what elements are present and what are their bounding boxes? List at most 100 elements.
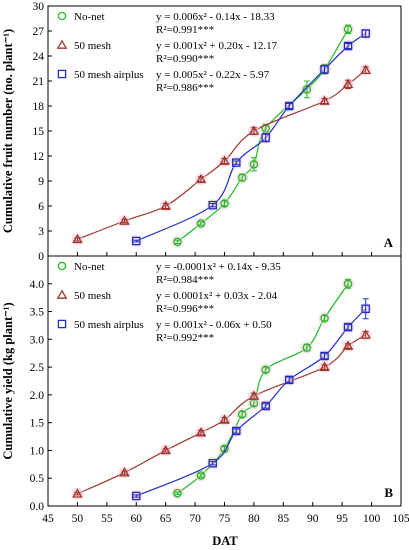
x-axis-title: DAT [212,534,238,548]
legend-label: 50 mesh [74,40,111,52]
data-point [119,467,130,477]
data-point [119,215,130,225]
data-point [219,155,230,165]
legend-marker [57,319,67,329]
panel-label: A [384,235,394,250]
fit-equation: y = 0.005x² - 0.22x - 5.97 [156,69,270,81]
y-tick-label: 6 [38,201,44,213]
x-tick-label: 65 [160,513,172,525]
y-tick-label: 9 [38,176,44,188]
y-axis-title: Cumulative fruit number (no. plant⁻¹) [1,29,15,233]
data-point [195,173,207,184]
legend-label: 50 mesh airplus [74,319,144,331]
panel-b: 0.0 0.5 1.0 1.5 2.0 2.5 3.0 3.5 4.0 Cumulative yi… [1,255,402,513]
fit-equation: y = -0.0001x² + 0.14x - 9.35 [156,261,281,273]
y-tick-label: 24 [33,51,45,63]
data-point [72,488,83,498]
x-tick-label: 85 [278,513,290,525]
data-point [284,101,294,111]
legend-marker [56,39,68,49]
series-no-net: No-net y = 0.006x² - 0.14x - 18.33R²=0.99… [57,11,355,248]
data-point [196,219,206,228]
x-tick-label: 80 [248,513,260,525]
series-50-mesh: 50 mesh y = 0.001x² + 0.20x - 12.17R²=0.9… [56,39,372,246]
legend-marker [57,69,67,79]
data-point [361,29,370,38]
data-point [173,237,182,247]
series-50-mesh: 50 mesh y = 0.0001x² + 0.03x - 2.04 R²=0.9… [56,289,372,500]
data-point [343,41,353,51]
data-point [248,390,260,400]
data-point [343,25,353,34]
legend-marker [57,261,67,271]
y-tick-label: 30 [33,1,45,13]
x-tick-label: 90 [307,513,319,525]
data-point [131,491,141,501]
data-point [208,200,217,210]
fit-r-squared: R²=0.990*** [156,53,214,65]
legend-marker [56,289,68,299]
data-point [195,427,207,437]
panel-label: B [384,485,393,500]
data-point [220,199,229,208]
fit-r-squared: R²=0.984*** [156,274,214,286]
y-tick-label: 12 [33,151,45,163]
y-tick-label: 0.5 [30,473,45,485]
x-tick-label: 95 [336,513,348,525]
y-tick-label: 2.0 [30,390,45,402]
y-tick-label: 3 [38,226,44,238]
data-point [237,410,247,419]
x-tick-label: 60 [131,513,143,525]
data-point [196,471,206,480]
data-point [343,279,353,289]
legend-marker [57,11,67,21]
y-tick-label: 21 [33,76,45,88]
y-tick-label: 0 [38,251,44,263]
data-point [360,64,372,75]
x-tick-label: 45 [42,513,54,525]
x-tick-label: 105 [392,513,409,525]
x-tick-label: 70 [189,513,201,525]
fit-r-squared: R²=0.991*** [156,24,214,36]
y-axis-title: Cumulative yield (kg plant⁻¹) [1,302,15,459]
data-point [320,65,329,74]
fit-r-squared: R²=0.986*** [156,82,214,94]
x-tick-label: 75 [219,513,231,525]
data-point [248,125,260,135]
y-tick-label: 15 [33,126,45,138]
data-point [319,361,330,371]
y-tick-label: 2.5 [30,362,45,374]
data-point [237,173,247,182]
fit-equation: y = 0.001x² + 0.20x - 12.17 [156,40,278,52]
data-point [360,329,372,339]
y-tick-label: 27 [33,26,45,38]
legend-label: 50 mesh airplus [74,69,144,81]
data-point [232,158,241,167]
x-axis: 45 50 55 60 65 70 75 80 85 90 95 100 105 [42,513,409,525]
panel-a: 0 3 6 9 12 15 18 21 24 27 30 Cumulative fruit numbe… [1,1,402,263]
data-point [72,233,83,244]
data-point [261,365,270,375]
series-50-mesh-airplus: 50 mesh airplus y = 0.001x² - 0.06x + 0.5… [57,298,372,502]
y-tick-label: 4.0 [30,279,45,291]
data-point [208,458,217,468]
data-point [343,322,353,332]
y-tick-label: 1.5 [30,418,45,430]
legend-label: 50 mesh [74,290,111,302]
fit-r-squared: R²=0.992*** [156,332,214,344]
data-point [361,304,370,314]
data-point [342,340,354,350]
data-point [261,133,270,142]
data-point [319,95,330,105]
legend-label: No-net [74,261,105,273]
data-point [261,401,270,411]
data-point [302,85,312,94]
y-tick-label: 0.0 [30,501,45,513]
data-point [232,426,241,436]
fit-equation: y = 0.0001x² + 0.03x - 2.04 [156,290,278,302]
data-point [160,200,171,210]
series-50-mesh-airplus: 50 mesh airplus y = 0.005x² - 0.22x - 5.9… [57,27,372,247]
data-point [160,444,171,455]
data-point [320,313,329,323]
